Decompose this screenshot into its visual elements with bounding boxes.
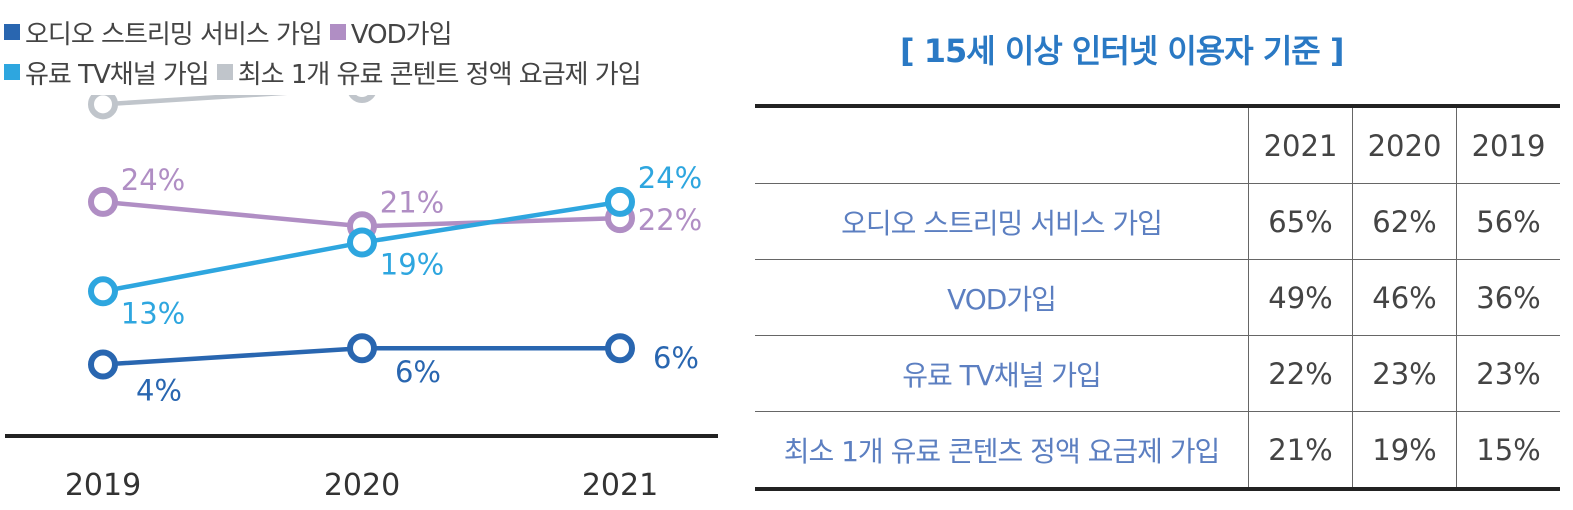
legend-swatch-vod bbox=[329, 24, 346, 40]
legend-label-vod: VOD가입 bbox=[350, 19, 453, 50]
table-row: 최소 1개 유료 콘텐츠 정액 요금제 가입 21% 19% 15% bbox=[755, 411, 1560, 490]
row-label-vod: VOD가입 bbox=[755, 259, 1249, 336]
table-cell: 19% bbox=[1352, 411, 1457, 490]
legend-item-vod: VOD가입 bbox=[329, 14, 453, 51]
series-line bbox=[102, 95, 288, 107]
legend-swatch-audio-streaming bbox=[4, 24, 20, 40]
x-tick-label: 2021 bbox=[582, 468, 658, 503]
legend-label-subscription: 최소 1개 유료 콘텐트 정액 요금제 가입 bbox=[237, 59, 642, 90]
table-cell: 36% bbox=[1456, 259, 1560, 336]
table-cell: 23% bbox=[1352, 335, 1457, 412]
chart-legend: 오디오 스트리밍 서비스 가입 VOD가입 유료 TV채널 가입 최소 1개 유… bbox=[4, 12, 724, 92]
data-point bbox=[88, 95, 118, 120]
table-row: VOD가입 49% 46% 36% bbox=[755, 259, 1560, 336]
data-point bbox=[88, 276, 118, 307]
legend-row-2: 유료 TV채널 가입 최소 1개 유료 콘텐트 정액 요금제 가입 bbox=[4, 52, 724, 92]
data-label: 22% bbox=[638, 203, 702, 237]
table-row: 유료 TV채널 가입 22% 23% 23% bbox=[755, 335, 1560, 412]
table-header-2019: 2019 bbox=[1456, 106, 1560, 184]
data-point bbox=[347, 333, 377, 364]
table-cell: 65% bbox=[1248, 183, 1353, 260]
table-cell: 15% bbox=[1456, 411, 1560, 490]
x-tick-label: 2019 bbox=[65, 468, 141, 503]
data-table-wrapper: 2021 2020 2019 오디오 스트리밍 서비스 가입 65% 62% 5… bbox=[755, 104, 1560, 491]
data-label: 19% bbox=[380, 248, 444, 282]
data-point bbox=[605, 333, 635, 364]
data-point bbox=[605, 186, 635, 217]
line-chart: 20192020202136%38%42%24%21%22%13%19%24%4… bbox=[5, 95, 718, 503]
legend-label-audio-streaming: 오디오 스트리밍 서비스 가입 bbox=[25, 19, 323, 50]
table-cell: 46% bbox=[1352, 259, 1457, 336]
table-cell: 49% bbox=[1248, 259, 1353, 336]
legend-item-audio-streaming: 오디오 스트리밍 서비스 가입 bbox=[4, 14, 323, 51]
x-tick-label: 2020 bbox=[324, 468, 400, 503]
row-label-paid-tv: 유료 TV채널 가입 bbox=[755, 335, 1249, 412]
table-header-2021: 2021 bbox=[1248, 106, 1353, 184]
legend-row-1: 오디오 스트리밍 서비스 가입 VOD가입 bbox=[4, 12, 724, 52]
data-label: 21% bbox=[380, 185, 444, 219]
data-point bbox=[88, 186, 118, 217]
data-label: 13% bbox=[121, 296, 185, 330]
data-point bbox=[88, 349, 118, 380]
data-label: 24% bbox=[121, 163, 185, 197]
table-cell: 22% bbox=[1248, 335, 1353, 412]
table-cell: 21% bbox=[1248, 411, 1353, 490]
data-table: 2021 2020 2019 오디오 스트리밍 서비스 가입 65% 62% 5… bbox=[755, 104, 1560, 491]
legend-item-paid-tv: 유료 TV채널 가입 bbox=[4, 54, 210, 91]
table-cell: 62% bbox=[1352, 183, 1457, 260]
data-label: 24% bbox=[638, 161, 702, 195]
data-point bbox=[347, 227, 377, 258]
table-cell: 23% bbox=[1456, 335, 1560, 412]
legend-item-subscription: 최소 1개 유료 콘텐트 정액 요금제 가입 bbox=[216, 54, 642, 91]
data-label: 4% bbox=[136, 373, 182, 407]
table-cell: 56% bbox=[1456, 183, 1560, 260]
legend-label-paid-tv: 유료 TV채널 가입 bbox=[25, 59, 210, 90]
table-title: [ 15세 이상 인터넷 이용자 기준 ] bbox=[900, 32, 1344, 70]
data-label: 6% bbox=[395, 355, 441, 389]
data-point bbox=[348, 95, 376, 104]
row-label-subscription: 최소 1개 유료 콘텐츠 정액 요금제 가입 bbox=[755, 411, 1249, 490]
data-label: 6% bbox=[653, 341, 699, 375]
table-row: 오디오 스트리밍 서비스 가입 65% 62% 56% bbox=[755, 183, 1560, 260]
legend-swatch-paid-tv bbox=[4, 64, 20, 80]
row-label-audio-streaming: 오디오 스트리밍 서비스 가입 bbox=[755, 183, 1249, 260]
table-header-2020: 2020 bbox=[1352, 106, 1457, 184]
table-header-row: 2021 2020 2019 bbox=[755, 106, 1560, 184]
legend-swatch-subscription bbox=[216, 64, 233, 80]
table-header-blank bbox=[755, 106, 1249, 184]
